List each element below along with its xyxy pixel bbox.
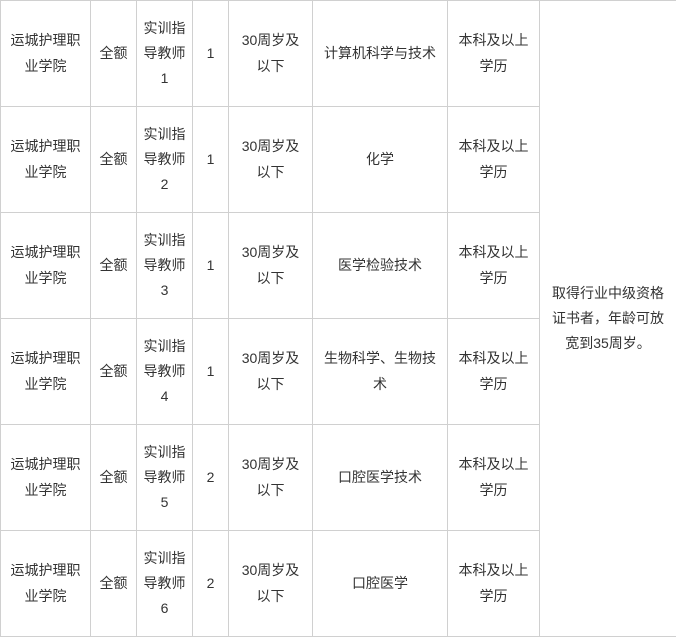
- cell-age: 30周岁及以下: [229, 531, 313, 637]
- cell-institution: 运城护理职业学院: [1, 425, 91, 531]
- cell-position: 实训指导教师1: [137, 1, 193, 107]
- cell-age: 30周岁及以下: [229, 425, 313, 531]
- cell-major: 口腔医学技术: [313, 425, 448, 531]
- cell-age: 30周岁及以下: [229, 1, 313, 107]
- cell-count: 1: [193, 1, 229, 107]
- cell-institution: 运城护理职业学院: [1, 1, 91, 107]
- cell-institution: 运城护理职业学院: [1, 213, 91, 319]
- cell-major: 医学检验技术: [313, 213, 448, 319]
- cell-funding: 全额: [91, 531, 137, 637]
- cell-education: 本科及以上学历: [448, 425, 540, 531]
- cell-count: 1: [193, 213, 229, 319]
- cell-position: 实训指导教师3: [137, 213, 193, 319]
- cell-major: 化学: [313, 107, 448, 213]
- cell-institution: 运城护理职业学院: [1, 107, 91, 213]
- cell-education: 本科及以上学历: [448, 531, 540, 637]
- cell-education: 本科及以上学历: [448, 107, 540, 213]
- table-row: 运城护理职业学院 全额 实训指导教师1 1 30周岁及以下 计算机科学与技术 本…: [1, 1, 676, 107]
- cell-age: 30周岁及以下: [229, 319, 313, 425]
- cell-funding: 全额: [91, 107, 137, 213]
- cell-major: 计算机科学与技术: [313, 1, 448, 107]
- cell-count: 2: [193, 425, 229, 531]
- cell-education: 本科及以上学历: [448, 213, 540, 319]
- cell-major: 生物科学、生物技术: [313, 319, 448, 425]
- cell-count: 1: [193, 319, 229, 425]
- cell-funding: 全额: [91, 425, 137, 531]
- cell-age: 30周岁及以下: [229, 107, 313, 213]
- cell-education: 本科及以上学历: [448, 319, 540, 425]
- cell-funding: 全额: [91, 213, 137, 319]
- cell-major: 口腔医学: [313, 531, 448, 637]
- cell-funding: 全额: [91, 319, 137, 425]
- cell-position: 实训指导教师5: [137, 425, 193, 531]
- cell-position: 实训指导教师6: [137, 531, 193, 637]
- cell-institution: 运城护理职业学院: [1, 319, 91, 425]
- cell-age: 30周岁及以下: [229, 213, 313, 319]
- cell-position: 实训指导教师2: [137, 107, 193, 213]
- cell-count: 2: [193, 531, 229, 637]
- cell-institution: 运城护理职业学院: [1, 531, 91, 637]
- cell-note: 取得行业中级资格证书者，年龄可放宽到35周岁。: [540, 1, 676, 637]
- cell-position: 实训指导教师4: [137, 319, 193, 425]
- cell-funding: 全额: [91, 1, 137, 107]
- recruitment-table: 运城护理职业学院 全额 实训指导教师1 1 30周岁及以下 计算机科学与技术 本…: [0, 0, 676, 637]
- cell-education: 本科及以上学历: [448, 1, 540, 107]
- cell-count: 1: [193, 107, 229, 213]
